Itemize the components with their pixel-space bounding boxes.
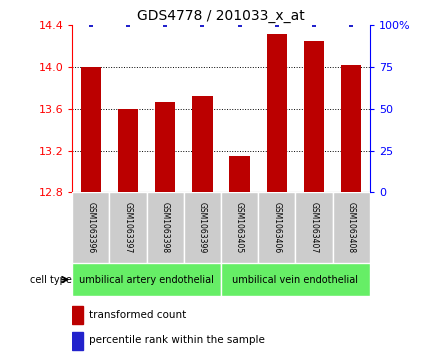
Bar <box>72 306 82 324</box>
Text: cell type: cell type <box>30 274 71 285</box>
Text: GSM1063405: GSM1063405 <box>235 202 244 253</box>
Text: GSM1063397: GSM1063397 <box>124 202 133 253</box>
Bar <box>304 41 324 192</box>
Bar <box>155 102 176 192</box>
Bar <box>341 65 361 192</box>
Point <box>88 23 94 28</box>
Point <box>311 23 317 28</box>
Bar <box>72 192 109 263</box>
Bar <box>72 263 221 296</box>
Bar <box>72 332 82 350</box>
Text: GSM1063406: GSM1063406 <box>272 202 281 253</box>
Text: transformed count: transformed count <box>88 310 186 320</box>
Text: GSM1063396: GSM1063396 <box>86 202 95 253</box>
Bar <box>192 96 212 192</box>
Bar <box>81 67 101 192</box>
Bar <box>109 192 147 263</box>
Text: GSM1063407: GSM1063407 <box>309 202 318 253</box>
Point <box>125 23 131 28</box>
Bar <box>230 156 250 192</box>
Bar <box>295 192 332 263</box>
Point <box>273 23 280 28</box>
Text: umbilical vein endothelial: umbilical vein endothelial <box>232 274 358 285</box>
Bar <box>332 192 370 263</box>
Bar <box>184 192 221 263</box>
Text: GSM1063399: GSM1063399 <box>198 202 207 253</box>
Text: GSM1063408: GSM1063408 <box>347 202 356 253</box>
Text: umbilical artery endothelial: umbilical artery endothelial <box>79 274 214 285</box>
Point <box>199 23 206 28</box>
Bar <box>221 263 370 296</box>
Point <box>236 23 243 28</box>
Text: percentile rank within the sample: percentile rank within the sample <box>88 335 264 346</box>
Text: GSM1063398: GSM1063398 <box>161 202 170 253</box>
Bar <box>221 192 258 263</box>
Point <box>348 23 354 28</box>
Bar <box>258 192 295 263</box>
Bar <box>147 192 184 263</box>
Bar <box>118 109 138 192</box>
Title: GDS4778 / 201033_x_at: GDS4778 / 201033_x_at <box>137 9 305 23</box>
Point <box>162 23 169 28</box>
Bar <box>266 34 287 192</box>
